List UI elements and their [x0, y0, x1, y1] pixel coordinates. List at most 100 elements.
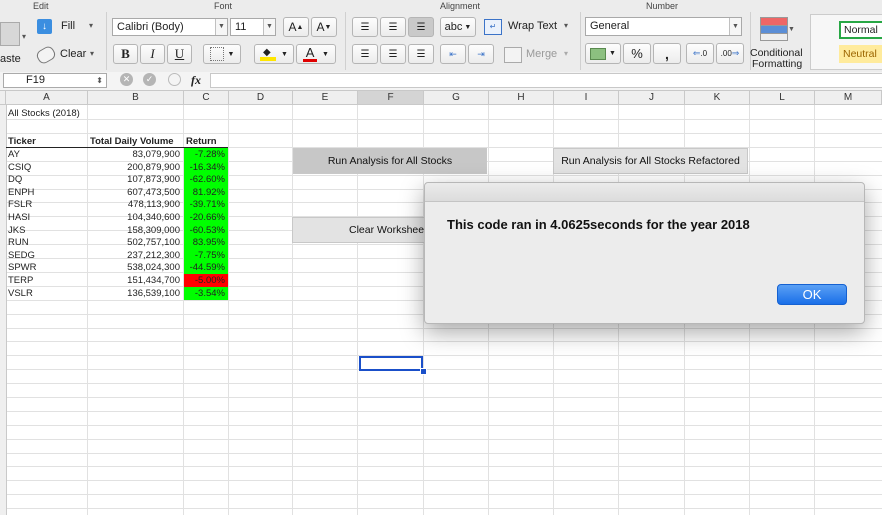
column-header-g[interactable]: G: [424, 91, 489, 105]
decrease-decimal-button[interactable]: .00 ⇒: [716, 43, 744, 64]
row-gridline: [0, 119, 882, 120]
ticker-cell[interactable]: SPWR: [8, 262, 37, 274]
return-cell[interactable]: -7.28%: [184, 148, 228, 161]
wrap-text-label: Wrap Text: [508, 20, 558, 32]
selected-cell[interactable]: [359, 356, 423, 371]
volume-cell[interactable]: 104,340,600: [127, 212, 180, 223]
comma-button[interactable]: ,: [653, 43, 681, 64]
percent-button[interactable]: %: [623, 43, 651, 64]
return-cell[interactable]: -7.75%: [184, 248, 228, 262]
fx-icon[interactable]: fx: [191, 73, 201, 87]
style-neutral[interactable]: Neutral: [839, 45, 882, 63]
return-cell[interactable]: 83.95%: [184, 236, 228, 250]
orientation-button[interactable]: abc ▼: [440, 17, 476, 37]
align-center-button[interactable]: ☰: [380, 44, 406, 64]
column-header-k[interactable]: K: [685, 91, 750, 105]
increase-decimal-button[interactable]: ⇐ .0: [686, 43, 714, 64]
return-cell[interactable]: -44.59%: [184, 261, 228, 275]
volume-cell[interactable]: 478,113,900: [127, 199, 180, 211]
return-cell[interactable]: -39.71%: [184, 198, 228, 212]
fill-button[interactable]: ↓ Fill ▾: [37, 18, 97, 36]
return-cell[interactable]: -16.34%: [184, 160, 228, 174]
font-size-select[interactable]: 11 ▼: [230, 18, 276, 36]
column-header-l[interactable]: L: [750, 91, 815, 105]
column-header-f[interactable]: F: [358, 91, 424, 105]
column-header-e[interactable]: E: [293, 91, 358, 105]
ticker-cell[interactable]: TERP: [8, 275, 34, 286]
fill-handle[interactable]: [420, 368, 427, 375]
ticker-cell[interactable]: JKS: [8, 224, 26, 236]
return-cell[interactable]: -3.54%: [184, 286, 228, 300]
style-normal[interactable]: Normal: [839, 21, 882, 39]
volume-cell[interactable]: 158,309,000: [127, 224, 180, 236]
ticker-cell[interactable]: ENPH: [8, 186, 35, 198]
clear-dropdown-icon: ▾: [90, 49, 95, 58]
align-middle-button[interactable]: ☰: [380, 17, 406, 37]
dialog-titlebar[interactable]: [425, 183, 864, 202]
font-color-button[interactable]: A ▼: [296, 44, 336, 64]
ok-button[interactable]: OK: [777, 284, 847, 305]
wrap-text-button[interactable]: ↵ Wrap Text ▾: [484, 18, 576, 36]
align-right-button[interactable]: ☰: [408, 44, 434, 64]
volume-cell[interactable]: 107,873,900: [127, 174, 180, 186]
run-analysis-button[interactable]: Run Analysis for All Stocks: [293, 148, 487, 174]
column-header-a[interactable]: A: [6, 91, 88, 105]
grow-font-button[interactable]: A ▲: [283, 17, 309, 37]
ticker-cell[interactable]: CSIQ: [8, 161, 32, 173]
ticker-cell[interactable]: RUN: [8, 237, 29, 249]
font-name-select[interactable]: Calibri (Body) ▼: [112, 18, 228, 36]
column-header-d[interactable]: D: [229, 91, 293, 105]
volume-cell[interactable]: 607,473,500: [127, 186, 180, 198]
fill-color-button[interactable]: ◆ ▼: [254, 44, 294, 64]
clear-button[interactable]: Clear ▾: [34, 44, 99, 66]
ticker-cell[interactable]: DQ: [8, 174, 23, 186]
increase-indent-button[interactable]: ⇥: [468, 44, 494, 64]
borders-button[interactable]: ▼: [203, 44, 241, 64]
number-format-select[interactable]: General ▼: [585, 17, 742, 36]
conditional-formatting-button[interactable]: ▼ Conditional Formatting: [750, 14, 806, 70]
enter-icon[interactable]: ✓: [143, 73, 156, 86]
shrink-font-button[interactable]: A ▼: [311, 17, 337, 37]
run-analysis-refactored-button[interactable]: Run Analysis for All Stocks Refactored: [553, 148, 748, 174]
formula-input[interactable]: [210, 73, 882, 88]
ticker-cell[interactable]: HASI: [8, 212, 31, 223]
return-cell[interactable]: -5.00%: [184, 274, 228, 287]
volume-cell[interactable]: 237,212,300: [127, 249, 180, 261]
column-header-m[interactable]: M: [815, 91, 882, 105]
chevron-down-icon: ▼: [609, 50, 616, 57]
select-all-corner[interactable]: [0, 91, 6, 105]
return-cell[interactable]: 81.92%: [184, 185, 228, 199]
return-cell[interactable]: -20.66%: [184, 211, 228, 224]
column-header-c[interactable]: C: [184, 91, 229, 105]
column-header-h[interactable]: H: [489, 91, 554, 105]
row-gridline: [0, 425, 882, 426]
fill-down-icon: ↓: [37, 19, 52, 34]
merge-button[interactable]: Merge ▾: [504, 46, 576, 64]
bold-button[interactable]: B: [113, 44, 138, 64]
ticker-cell[interactable]: AY: [8, 149, 20, 160]
return-cell[interactable]: -60.53%: [184, 223, 228, 237]
cancel-icon[interactable]: ✕: [120, 73, 133, 86]
accounting-format-button[interactable]: ▼: [585, 43, 621, 64]
volume-cell[interactable]: 83,079,900: [132, 149, 180, 160]
decrease-indent-button[interactable]: ⇤: [440, 44, 466, 64]
volume-cell[interactable]: 538,024,300: [127, 262, 180, 274]
column-header-b[interactable]: B: [88, 91, 184, 105]
return-cell[interactable]: -62.60%: [184, 173, 228, 187]
column-header-j[interactable]: J: [619, 91, 685, 105]
underline-button[interactable]: U: [167, 44, 192, 64]
align-top-button[interactable]: ☰: [352, 17, 378, 37]
align-bottom-button[interactable]: ☰: [408, 17, 434, 37]
volume-cell[interactable]: 151,434,700: [127, 275, 180, 286]
italic-button[interactable]: I: [140, 44, 165, 64]
paste-button[interactable]: ▾ aste: [0, 14, 30, 70]
volume-cell[interactable]: 502,757,100: [127, 237, 180, 249]
ticker-cell[interactable]: FSLR: [8, 199, 33, 211]
name-box[interactable]: F19 ⬍: [3, 73, 107, 88]
align-left-button[interactable]: ☰: [352, 44, 378, 64]
ticker-cell[interactable]: VSLR: [8, 287, 33, 299]
column-header-i[interactable]: I: [554, 91, 619, 105]
ticker-cell[interactable]: SEDG: [8, 249, 35, 261]
volume-cell[interactable]: 200,879,900: [127, 161, 180, 173]
volume-cell[interactable]: 136,539,100: [127, 287, 180, 299]
